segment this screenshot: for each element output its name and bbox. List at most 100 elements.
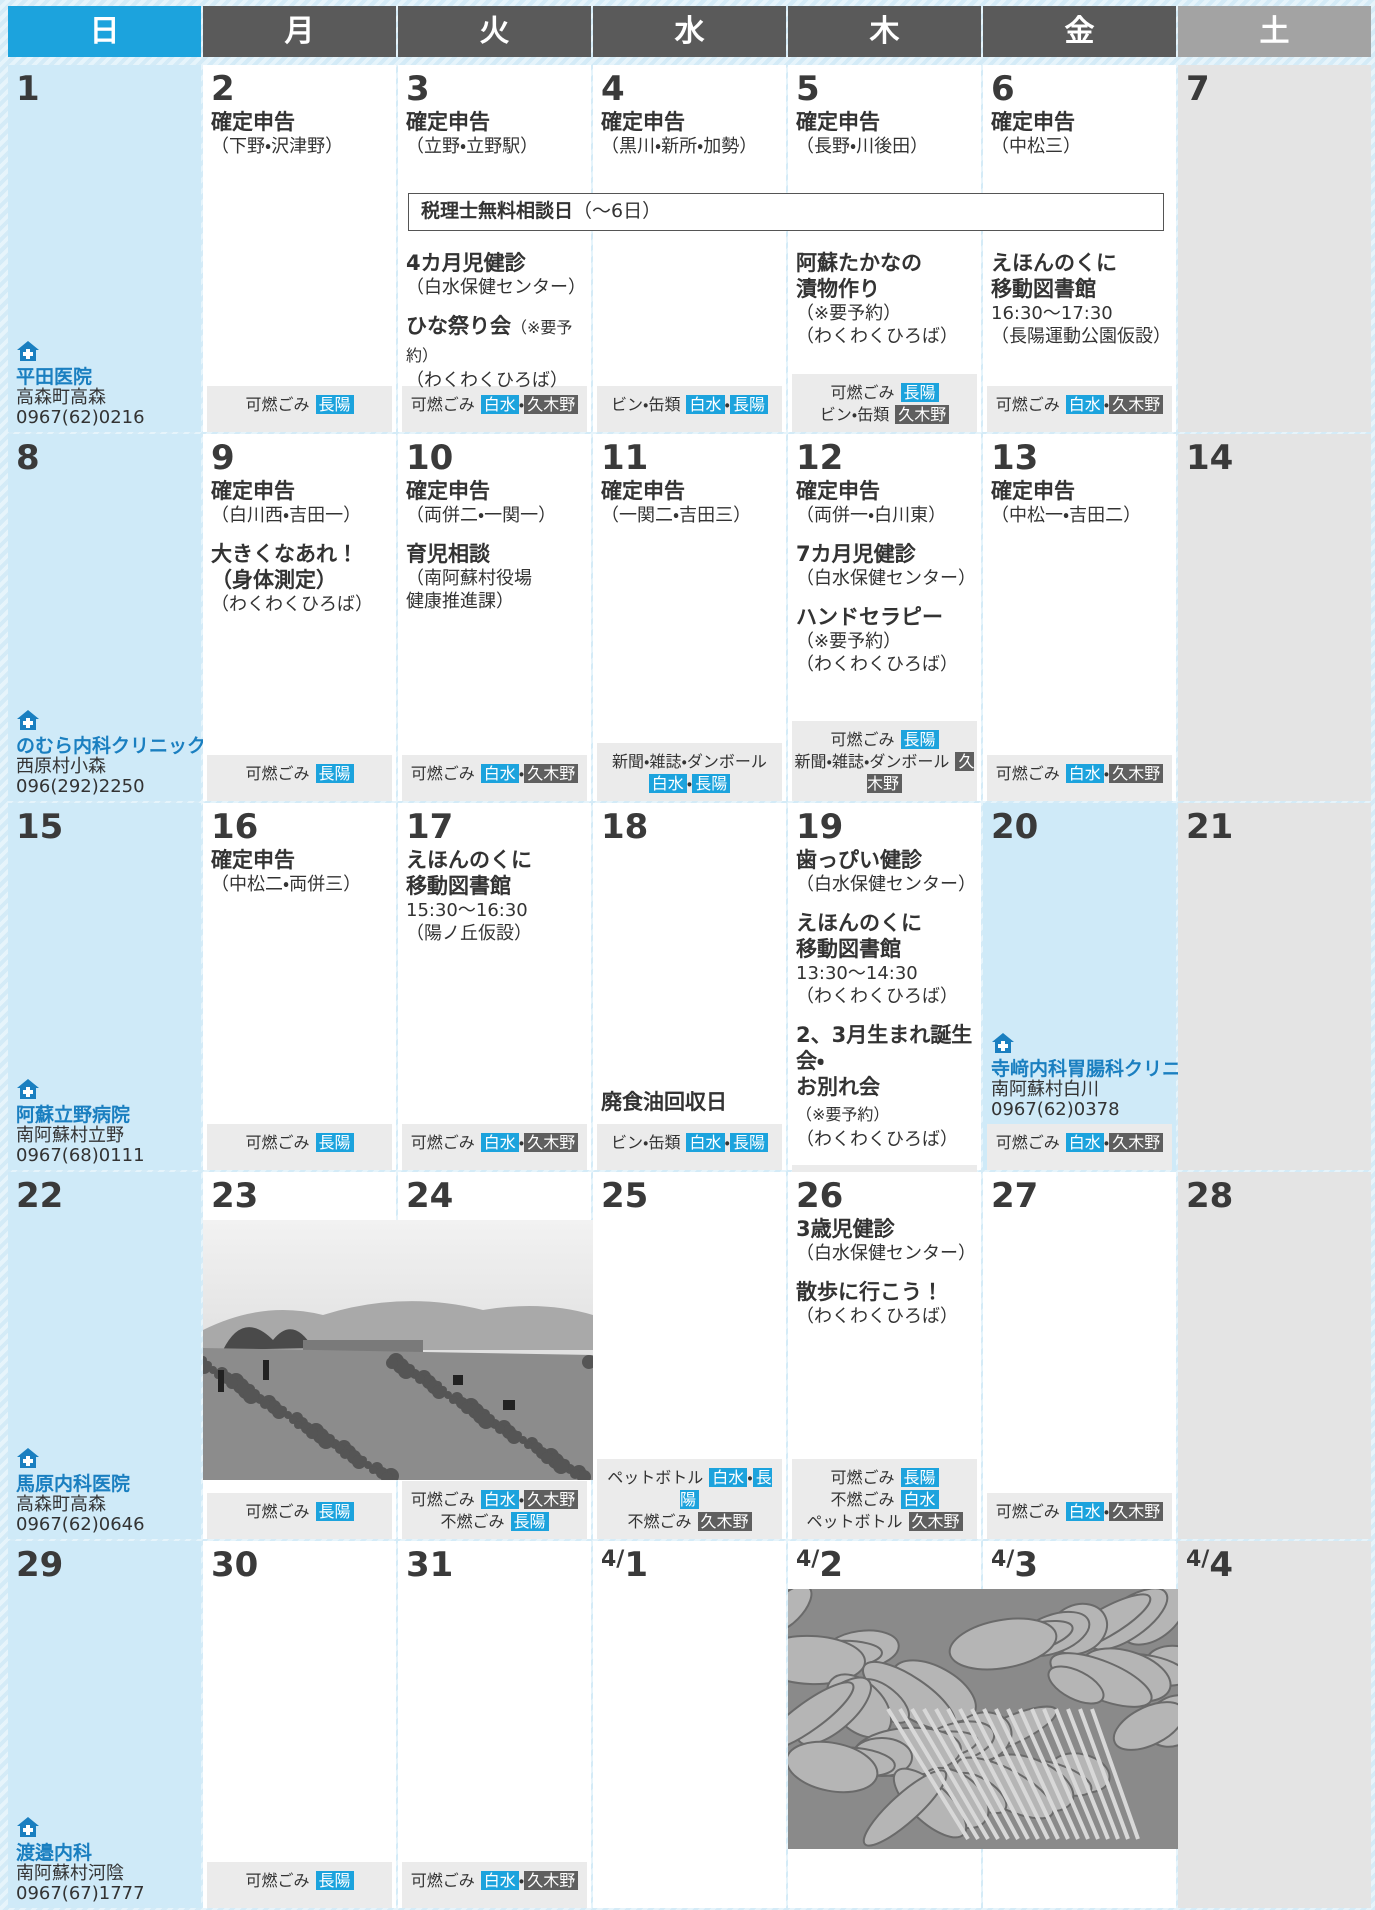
event-detail: （わくわくひろば）	[406, 370, 568, 391]
garbage-box: 可燃ごみ 長陽 不燃ごみ 白水 ペットボトル 久木野	[792, 1459, 977, 1539]
event-title: 大きくなあれ！ （身体測定）	[211, 542, 358, 592]
separator: ・	[518, 1871, 525, 1890]
hospital-phone: 096(292)2250	[16, 776, 145, 797]
day-number: 4	[601, 69, 778, 109]
spacer	[796, 690, 973, 721]
day-number: 1	[16, 69, 193, 109]
garbage-line: 新聞・雑誌・ダンボール 久木野	[794, 751, 975, 795]
day: 15	[16, 807, 64, 847]
garbage-line: 可燃ごみ長陽	[209, 1870, 390, 1892]
hospital-phone: 0967(67)1777	[16, 1883, 145, 1904]
garbage-type: 可燃ごみ	[410, 764, 475, 783]
area-tag: 久木野	[524, 1133, 579, 1152]
area-tag: 長陽	[315, 1133, 354, 1152]
day-number: 20	[991, 807, 1168, 847]
event-title: えほんのくに 移動図書館	[991, 251, 1117, 301]
day-cell: 1 平田医院 高森町高森 0967(62)0216	[8, 65, 201, 432]
day-cell: 27 可燃ごみ 白水・久木野	[983, 1172, 1176, 1539]
garbage-box: 可燃ごみ 白水・久木野	[987, 1493, 1172, 1539]
event-title: 確定申告	[991, 110, 1075, 134]
photo	[788, 1589, 1178, 1849]
event-detail: （陽ノ丘仮設）	[406, 923, 532, 944]
area-tag: 長陽	[900, 1468, 939, 1487]
day-cell: 16 確定申告 （中松二・両併三） 可燃ごみ 長陽	[203, 803, 396, 1170]
garbage-type: 不燃ごみ	[627, 1512, 692, 1531]
separator: ・	[518, 764, 525, 783]
weekday-header: 水	[593, 6, 786, 57]
garbage-type: 可燃ごみ	[410, 1490, 475, 1509]
day: 18	[601, 807, 649, 847]
area-tag: 久木野	[1109, 1502, 1164, 1521]
garbage-box: 可燃ごみ 白水・久木野	[987, 386, 1172, 432]
event: 歯っぴい健診 （白水保健センター）	[796, 847, 976, 896]
spacer	[16, 1585, 193, 1816]
garbage-line: 不燃ごみ 白水	[794, 1489, 975, 1511]
day-cell: 25 ペットボトル 白水・長陽 不燃ごみ 久木野	[593, 1172, 786, 1539]
day-cell: 7	[1178, 65, 1371, 432]
garbage-type: ペットボトル	[607, 1468, 704, 1487]
day-cell: 8 のむら内科クリニック 西原村小森 096(292)2250	[8, 434, 206, 801]
event-detail: （下野・沢津野）	[211, 136, 344, 157]
area-tag: 久木野	[1109, 764, 1164, 783]
day: 24	[406, 1176, 454, 1216]
event-title: 歯っぴい健診	[796, 848, 922, 872]
spacer	[601, 1585, 778, 1908]
icon	[17, 1448, 39, 1468]
day: 8	[16, 438, 40, 478]
event-title: 4カ月児健診	[406, 251, 526, 275]
event: 確定申告 （下野・沢津野）	[211, 109, 388, 158]
hospital-icon	[16, 1078, 193, 1104]
garbage-box: 可燃ごみ 長陽	[207, 386, 392, 432]
garbage-type: 可燃ごみ	[410, 1871, 475, 1890]
garbage-type: 可燃ごみ	[995, 395, 1060, 414]
garbage-line: 可燃ごみ長陽	[209, 1501, 390, 1523]
spacer	[16, 109, 193, 340]
event: 3歳児健診 （白水保健センター）	[796, 1216, 976, 1265]
day-number: 5	[796, 69, 973, 109]
garbage-box: 可燃ごみ 長陽	[207, 1862, 392, 1908]
garbage-line: 不燃ごみ 久木野	[599, 1511, 780, 1533]
spacer	[211, 172, 388, 386]
day-number: 8	[16, 438, 193, 478]
event-detail: （わくわくひろば）	[796, 1129, 958, 1150]
event: 確定申告 （一関二・吉田三）	[601, 478, 778, 527]
event: えほんのくに 移動図書館 16:30～17:30 （長陽運動公園仮設）	[991, 250, 1172, 348]
garbage-line: 可燃ごみ 白水・久木野	[989, 763, 1170, 785]
area-tag: 長陽	[315, 764, 354, 783]
garbage-type: ビン・缶類	[611, 395, 681, 414]
day: 2	[819, 1545, 844, 1585]
day: 4	[601, 69, 625, 109]
event-title: 確定申告	[406, 110, 490, 134]
event-detail: （長陽運動公園仮設）	[991, 326, 1171, 347]
event-detail: （白水保健センター）	[406, 277, 586, 298]
hospital: 渡邉内科 南阿蘇村河陰 0967(67)1777	[16, 1816, 193, 1904]
day-number: 9	[211, 438, 388, 478]
hospital-name: 平田医院	[16, 366, 93, 388]
hospital-icon	[16, 340, 193, 366]
garbage-box: 可燃ごみ 長陽 新聞・雑誌・ダンボール 久木野	[792, 721, 977, 801]
garbage-line: 可燃ごみ長陽	[794, 729, 975, 751]
area-tag: 白水	[686, 395, 725, 414]
spacer	[1186, 847, 1363, 1170]
event-detail: 16:30～17:30	[991, 303, 1113, 324]
spacer	[1186, 1216, 1363, 1539]
garbage-line: ビン・缶類 白水・長陽	[599, 394, 780, 416]
event: 確定申告 （両併一・白川東）	[796, 478, 973, 527]
event-detail: （中松一・吉田二）	[991, 505, 1142, 526]
area-tag: 久木野	[524, 1490, 579, 1509]
area-tag: 長陽	[900, 383, 939, 402]
day: 3	[1014, 1545, 1039, 1585]
area-tag: 白水	[1065, 1502, 1104, 1521]
event-title: ハンドセラピー	[796, 605, 943, 629]
event-detail: （両併一・白川東）	[796, 505, 947, 526]
garbage-box: 新聞・雑誌・ダンボール 白水・長陽	[597, 743, 782, 801]
event: 大きくなあれ！ （身体測定） （わくわくひろば）	[211, 541, 388, 616]
hospital-address: 南阿蘇村白川	[991, 1079, 1099, 1100]
events-below: 4カ月児健診 （白水保健センター） ひな祭り会（※要予約） （わくわくひろば）	[406, 250, 587, 406]
day: 14	[1186, 438, 1234, 478]
event: 阿蘇たかなの 漬物作り （※要予約） （わくわくひろば）	[796, 250, 977, 348]
garbage-type: 可燃ごみ	[995, 1502, 1060, 1521]
day-cell: 5 確定申告 （長野・川後田） 阿蘇たかなの 漬物作り （※要予約） （わくわくひろば） 可…	[788, 65, 981, 432]
weekday-header: 日	[8, 6, 201, 57]
spacer	[16, 847, 193, 1078]
